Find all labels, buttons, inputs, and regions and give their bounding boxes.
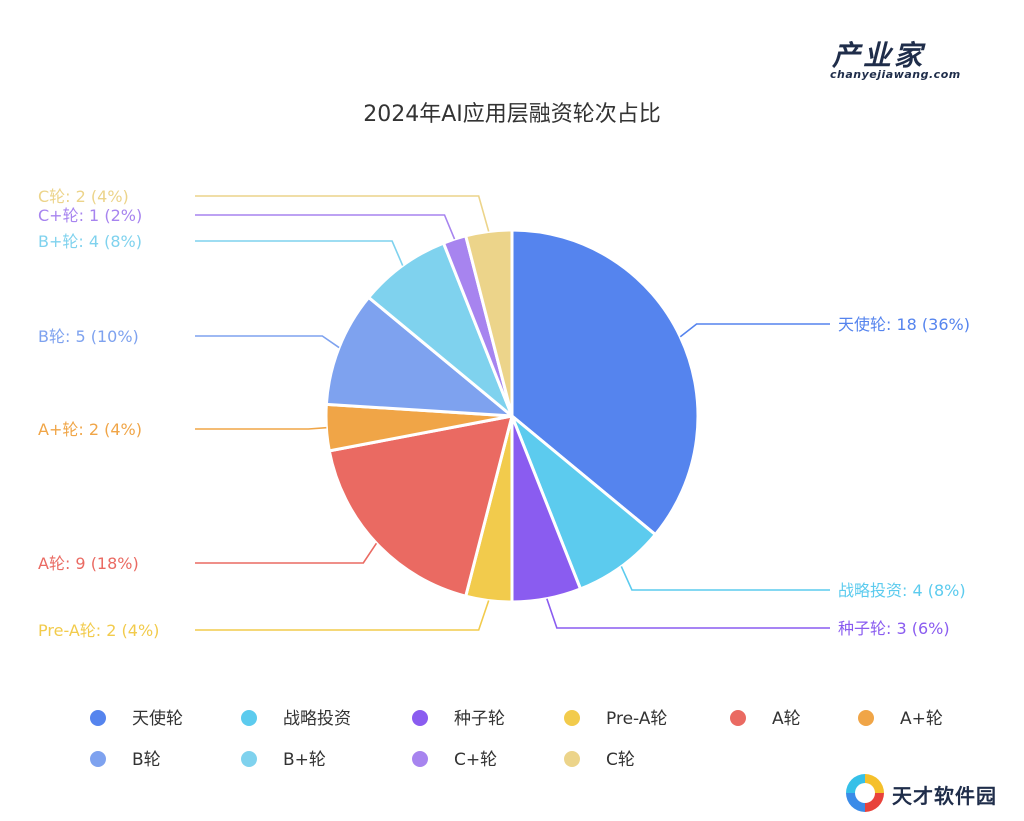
legend-label-8[interactable]: C+轮 — [454, 750, 497, 770]
pie-slices — [324, 228, 700, 604]
legend-marker-1[interactable] — [241, 710, 257, 726]
watermark: 天才软件园 — [846, 772, 1016, 816]
leader-line-8 — [195, 214, 456, 240]
legend-label-9[interactable]: C轮 — [606, 750, 635, 770]
slice-label-5: A+轮: 2 (4%) — [38, 420, 142, 439]
slice-label-0: 天使轮: 18 (36%) — [838, 315, 970, 334]
legend-marker-7[interactable] — [241, 751, 257, 767]
slice-label-7: B+轮: 4 (8%) — [38, 232, 142, 251]
pie-slice-6 — [324, 295, 514, 418]
slice-label-4: A轮: 9 (18%) — [38, 554, 139, 573]
legend-label-6[interactable]: B轮 — [132, 750, 161, 770]
legend-marker-0[interactable] — [90, 710, 106, 726]
legend-marker-3[interactable] — [564, 710, 580, 726]
leader-line-5 — [195, 426, 327, 430]
slice-label-9: C轮: 2 (4%) — [38, 187, 129, 206]
leader-line-0 — [679, 323, 830, 338]
chart-title: 2024年AI应用层融资轮次占比 — [363, 102, 661, 127]
pie-slice-4 — [327, 414, 514, 598]
legend-label-2[interactable]: 种子轮 — [454, 709, 505, 729]
pie-slice-1 — [510, 414, 657, 591]
slice-label-2: 种子轮: 3 (6%) — [838, 619, 950, 638]
brand-url: chanyejiawang.com — [830, 68, 961, 81]
pie-slice-0 — [510, 228, 700, 537]
legend-label-3[interactable]: Pre-A轮 — [606, 709, 667, 729]
pie-slice-7 — [367, 241, 514, 418]
slice-label-1: 战略投资: 4 (8%) — [838, 581, 966, 600]
brand-logo: 产业家 chanyejiawang.com — [828, 34, 978, 84]
legend-label-1[interactable]: 战略投资 — [283, 709, 351, 729]
legend-marker-6[interactable] — [90, 751, 106, 767]
leader-line-6 — [195, 335, 340, 349]
leader-line-7 — [195, 240, 404, 266]
legend-label-0[interactable]: 天使轮 — [132, 708, 183, 729]
legend-marker-5[interactable] — [858, 710, 874, 726]
legend-marker-8[interactable] — [412, 751, 428, 767]
slice-label-3: Pre-A轮: 2 (4%) — [38, 621, 159, 640]
slice-labels: 天使轮: 18 (36%) 战略投资: 4 (8%) 种子轮: 3 (6%) Pre-… — [38, 187, 970, 640]
leader-lines — [195, 195, 830, 631]
watermark-text: 天才软件园 — [892, 784, 997, 808]
brand-name: 产业家 — [832, 39, 926, 72]
legend-label-4[interactable]: A轮 — [772, 709, 801, 729]
leader-line-4 — [195, 542, 378, 564]
leader-line-3 — [195, 600, 490, 631]
legend-marker-2[interactable] — [412, 710, 428, 726]
legend: 天使轮 战略投资 种子轮 Pre-A轮 A轮 A+轮 B轮 B+轮 C+轮 C轮 — [90, 708, 943, 770]
legend-marker-9[interactable] — [564, 751, 580, 767]
slice-label-8: C+轮: 1 (2%) — [38, 206, 142, 225]
legend-label-5[interactable]: A+轮 — [900, 709, 943, 729]
legend-marker-4[interactable] — [730, 710, 746, 726]
pie-slice-9 — [464, 228, 514, 418]
watermark-logo-icon — [846, 774, 884, 812]
slice-label-6: B轮: 5 (10%) — [38, 327, 139, 346]
legend-label-7[interactable]: B+轮 — [283, 750, 326, 770]
leader-line-1 — [620, 566, 830, 591]
leader-line-2 — [546, 598, 830, 629]
leader-line-9 — [195, 195, 490, 232]
